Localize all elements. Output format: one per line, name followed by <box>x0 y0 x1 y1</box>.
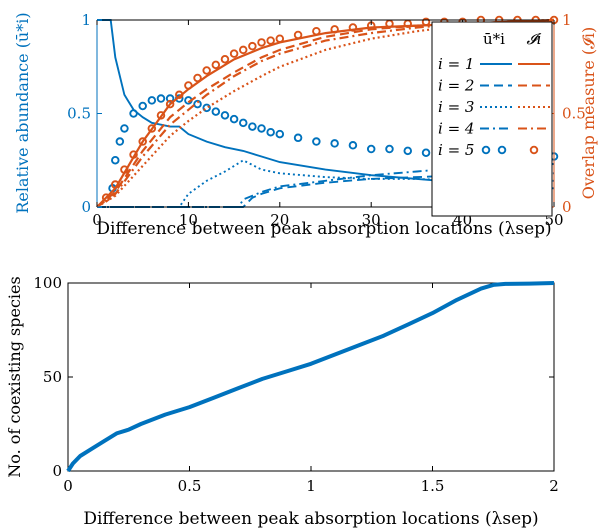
legend-box <box>431 21 553 217</box>
top-x-tick-label: 10 <box>179 211 198 229</box>
legend-swatch-overlap-point <box>529 145 539 155</box>
top-right-y-tick-label: 0.5 <box>562 105 586 123</box>
series-abundance-i5-point <box>275 129 285 139</box>
series-overlap-i2 <box>96 18 555 208</box>
series-abundance-i5-point <box>202 103 211 113</box>
legend-col-header-overlap: 𝓘i <box>527 30 542 48</box>
series-overlap-i5-point <box>193 73 202 83</box>
legend-swatch-abundance-point <box>481 145 491 155</box>
legend-col-header-abundance: ū*i <box>483 30 505 48</box>
bottom-series-group <box>66 281 555 473</box>
series-abundance-i5-point <box>257 124 266 133</box>
series-overlap-i5-point <box>293 30 303 40</box>
bottom-x-tick-label: 1 <box>306 477 316 495</box>
series-abundance-i5-point <box>238 118 248 128</box>
bottom-y-axis-label: No. of coexisting species <box>5 276 24 477</box>
top-right-y-tick-label: 0 <box>562 198 572 216</box>
legend: ū*i 𝓘i i = 1 i = 2 i = 3 i = 4 i = 5 <box>431 21 553 217</box>
series-abundance-i5-point <box>156 94 166 103</box>
legend-row-label: i = 2 <box>438 77 474 95</box>
series-overlap-i5-point <box>229 49 239 58</box>
series-abundance-i1 <box>97 19 555 190</box>
series-abundance-i5-point <box>138 101 147 111</box>
series-overlap-i5-point <box>184 81 193 90</box>
top-x-tick-label: 0 <box>92 211 102 229</box>
bottom-x-axis-label: Difference between peak absorption locat… <box>83 509 538 529</box>
bottom-ticks-group: 0 0.5 1 1.5 2 0 50 100 <box>33 274 558 495</box>
series-overlap-i5-point <box>129 150 138 159</box>
top-left-y-tick-label: 0 <box>81 198 91 216</box>
bottom-y-tick-label: 0 <box>52 462 62 480</box>
top-right-y-tick-label: 1 <box>562 11 572 29</box>
series-abundance-i5-point <box>421 148 431 158</box>
series-overlap-i5-point <box>220 55 230 64</box>
series-abundance-i5-point <box>385 144 394 154</box>
series-abundance-i5-point <box>193 99 202 109</box>
bottom-y-tick-label: 50 <box>43 368 62 386</box>
bottom-x-tick-label: 0 <box>63 477 73 495</box>
bottom-y-tick-label: 100 <box>33 274 62 292</box>
series-abundance-i5-point <box>266 127 275 137</box>
bottom-x-tick-label: 0.5 <box>178 477 202 495</box>
legend-row-label: i = 5 <box>438 141 474 159</box>
series-overlap-i5-point <box>147 124 157 133</box>
series-overlap-i5-point <box>175 90 184 100</box>
series-overlap-i5-point <box>120 165 129 174</box>
legend-rows-group: i = 1 i = 2 i = 3 i = 4 i = 5 <box>438 55 550 159</box>
top-x-tick-label: 30 <box>362 211 381 229</box>
series-overlap-i5-point <box>312 26 321 36</box>
top-left-y-tick-label: 1 <box>81 11 91 29</box>
legend-swatch-abundance-point <box>497 145 507 155</box>
series-abundance-i5-point <box>111 155 120 165</box>
series-abundance-i5-point <box>220 111 230 120</box>
series-abundance-i5-point <box>403 146 413 156</box>
series-overlap-i5-point <box>238 45 248 55</box>
top-right-y-axis-label: Overlap measure (𝓘i) <box>579 27 598 200</box>
top-x-tick-label: 20 <box>270 211 289 229</box>
series-abundance-i5-point <box>348 141 358 150</box>
series-overlap-i5-point <box>111 180 120 189</box>
bottom-panel: 0 0.5 1 1.5 2 0 50 100 Difference between peak … <box>5 274 559 529</box>
series-overlap-i5-point <box>138 137 147 146</box>
series-overlap-i5-point <box>156 111 166 120</box>
series-abundance-i5-point <box>129 109 138 118</box>
legend-row-label: i = 3 <box>438 98 474 116</box>
series-overlap-i5-point <box>266 36 275 45</box>
series-abundance-i5-point <box>211 107 221 116</box>
legend-row-label: i = 4 <box>438 120 474 138</box>
bottom-x-tick-label: 2 <box>549 477 559 495</box>
top-left-y-axis-label: Relative abundance (ū*i) <box>13 12 32 213</box>
series-abundance-i5-point <box>330 139 339 148</box>
top-left-y-tick-label: 0.5 <box>67 105 91 123</box>
series-abundance-i5-point <box>293 133 303 143</box>
legend-row-label: i = 1 <box>438 55 474 73</box>
series-abundance-i5-point <box>229 114 239 124</box>
series-coexisting-species <box>66 281 555 473</box>
bottom-x-tick-label: 1.5 <box>421 477 445 495</box>
series-overlap-i5-point <box>330 25 339 34</box>
series-overlap-i5-point <box>211 60 221 70</box>
series-abundance-i5-point <box>147 96 157 105</box>
series-abundance-i5-point <box>120 124 129 133</box>
series-abundance-i5-point <box>312 137 321 146</box>
series-overlap-i5-point <box>165 99 175 109</box>
series-abundance-i5-point <box>165 94 175 103</box>
series-overlap-i5-point <box>248 41 257 51</box>
series-abundance-i5-point <box>366 144 376 154</box>
series-abundance-i5-point <box>115 137 125 146</box>
top-x-axis-label: Difference between peak absorption locat… <box>96 219 551 239</box>
series-overlap-i5-point <box>202 66 211 75</box>
series-overlap-i5-point <box>101 193 111 202</box>
series-overlap-i5-point <box>421 17 431 27</box>
series-overlap-i5-point <box>348 23 358 32</box>
bottom-axes-box <box>67 282 555 472</box>
series-overlap-i5-point <box>275 34 285 43</box>
series-abundance-i5-point <box>248 122 257 131</box>
series-overlap-i5-point <box>257 38 266 47</box>
